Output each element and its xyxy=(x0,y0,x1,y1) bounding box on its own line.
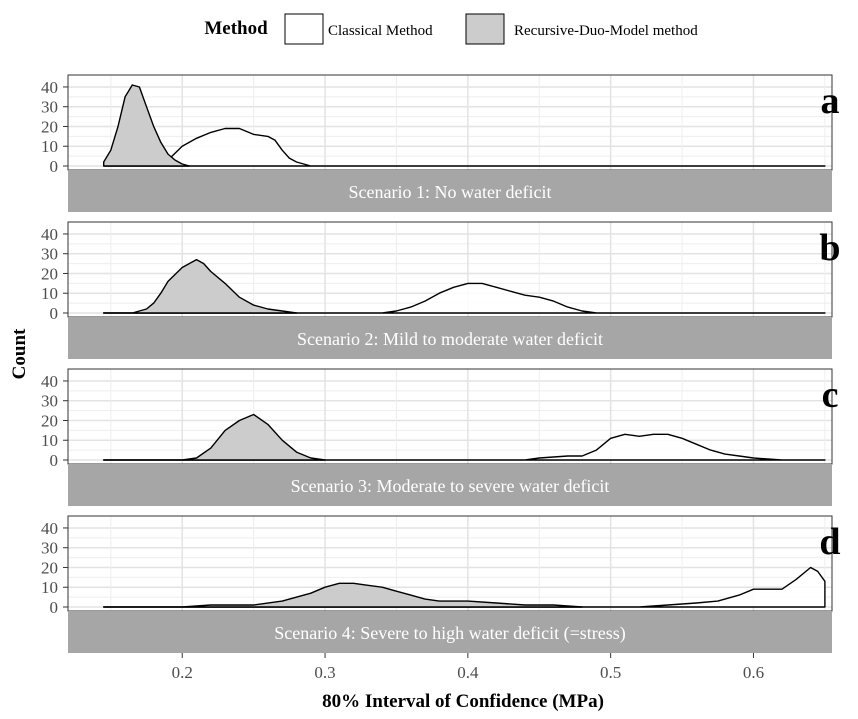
y-tick-label: 40 xyxy=(41,519,58,538)
panel-tag: a xyxy=(821,80,840,122)
density-rdm xyxy=(103,413,326,461)
legend-swatch-classical xyxy=(284,13,324,45)
y-tick-label: 40 xyxy=(41,78,58,97)
strip-label: Scenario 3: Moderate to severe water def… xyxy=(291,476,610,496)
y-tick-label: 20 xyxy=(41,264,58,283)
y-tick-label: 20 xyxy=(41,117,58,136)
y-tick-label: 20 xyxy=(41,558,58,577)
strip-label: Scenario 4: Severe to high water deficit… xyxy=(274,623,626,644)
x-tick-label: 0.6 xyxy=(743,663,764,682)
strip-label: Scenario 2: Mild to moderate water defic… xyxy=(297,329,603,349)
legend-label-rdm: Recursive-Duo-Model method xyxy=(514,23,698,39)
legend-label-classical: Classical Method xyxy=(328,23,433,39)
density-rdm xyxy=(103,582,583,608)
y-tick-label: 0 xyxy=(50,304,59,323)
y-tick-label: 30 xyxy=(41,98,58,117)
y-tick-label: 0 xyxy=(50,598,59,617)
y-tick-label: 0 xyxy=(50,157,59,176)
density-rdm xyxy=(103,258,298,314)
y-tick-label: 0 xyxy=(50,451,59,470)
legend-title: Method xyxy=(204,18,268,39)
panel-tag: c xyxy=(822,374,839,416)
panel-tag: d xyxy=(819,521,840,563)
x-tick-label: 0.5 xyxy=(600,663,621,682)
density-classical xyxy=(103,433,826,461)
strip-label: Scenario 1: No water deficit xyxy=(349,182,552,202)
y-tick-label: 20 xyxy=(41,411,58,430)
x-tick-label: 0.4 xyxy=(457,663,479,682)
density-rdm xyxy=(103,84,191,167)
y-tick-label: 10 xyxy=(41,431,58,450)
x-tick-label: 0.3 xyxy=(314,663,335,682)
y-tick-label: 40 xyxy=(41,372,58,391)
y-tick-label: 10 xyxy=(41,284,58,303)
strip-background xyxy=(68,170,832,212)
density-classical xyxy=(103,566,826,608)
legend: Method Classical Method Recursive-Duo-Mo… xyxy=(204,13,698,45)
density-classical xyxy=(103,127,826,167)
density-classical xyxy=(103,282,826,314)
y-axis-title: Count xyxy=(9,328,30,379)
panel-background xyxy=(68,516,832,611)
legend-swatch-rdm xyxy=(465,13,505,45)
strip-background xyxy=(68,464,832,506)
strip-background xyxy=(68,611,832,653)
y-tick-label: 10 xyxy=(41,578,58,597)
x-axis-title: 80% Interval of Confidence (MPa) xyxy=(322,691,604,712)
x-axis-ticks: 0.2 0.3 0.4 0.5 0.6 xyxy=(172,653,764,682)
y-tick-label: 30 xyxy=(41,392,58,411)
x-tick-label: 0.2 xyxy=(172,663,193,682)
y-tick-label: 30 xyxy=(41,245,58,264)
y-tick-label: 40 xyxy=(41,225,58,244)
panel-tag: b xyxy=(819,227,840,269)
y-tick-label: 30 xyxy=(41,539,58,558)
strip-background xyxy=(68,317,832,359)
y-tick-label: 10 xyxy=(41,137,58,156)
